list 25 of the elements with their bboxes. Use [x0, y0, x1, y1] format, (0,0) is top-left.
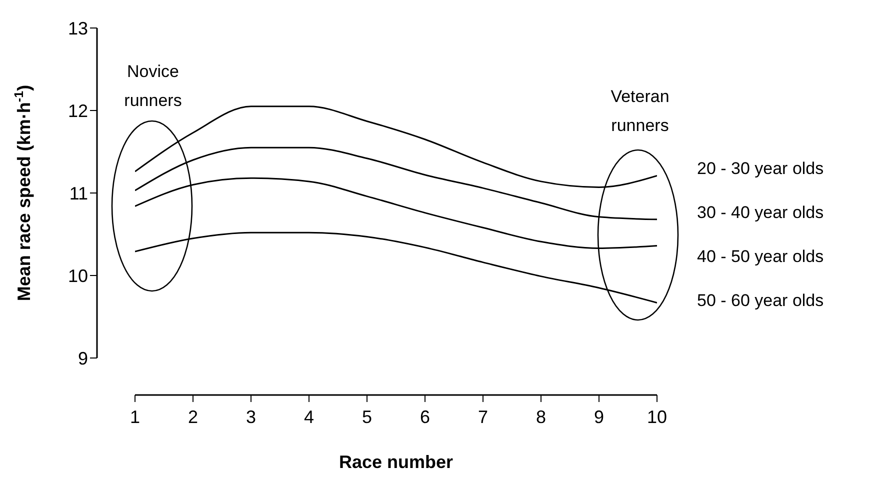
text: 50 - 60 year olds [697, 291, 824, 310]
y-tick-label: 9 [78, 348, 88, 368]
y-tick-label: 11 [69, 183, 88, 204]
x-tick-label: 3 [246, 406, 256, 427]
line-series [135, 146, 657, 220]
text: 30 - 40 year olds [697, 203, 824, 222]
line-series [135, 177, 657, 250]
x-tick-label: 1 [130, 406, 140, 427]
x-axis-title: Race number [338, 452, 454, 472]
x-tick-label: 10 [646, 406, 668, 427]
text: 20 - 30 year olds [697, 159, 824, 178]
line-series [135, 232, 657, 304]
x-tick-label: 4 [304, 406, 314, 427]
x-tick-label: 8 [536, 406, 546, 427]
x-tick-label: 5 [362, 406, 372, 427]
text: 40 - 50 year olds [697, 247, 824, 266]
x-tick-label: 9 [594, 406, 604, 427]
y-tick-label: 12 [68, 100, 88, 121]
x-tick-label: 2 [188, 406, 198, 427]
annotation: Novice runners [123, 61, 183, 112]
annotation: Veteran runners [610, 86, 670, 137]
x-tick-label: 6 [420, 406, 430, 427]
y-tick-label: 10 [68, 266, 88, 286]
x-tick-label: 7 [478, 406, 488, 427]
y-tick-label: 13 [68, 18, 88, 38]
